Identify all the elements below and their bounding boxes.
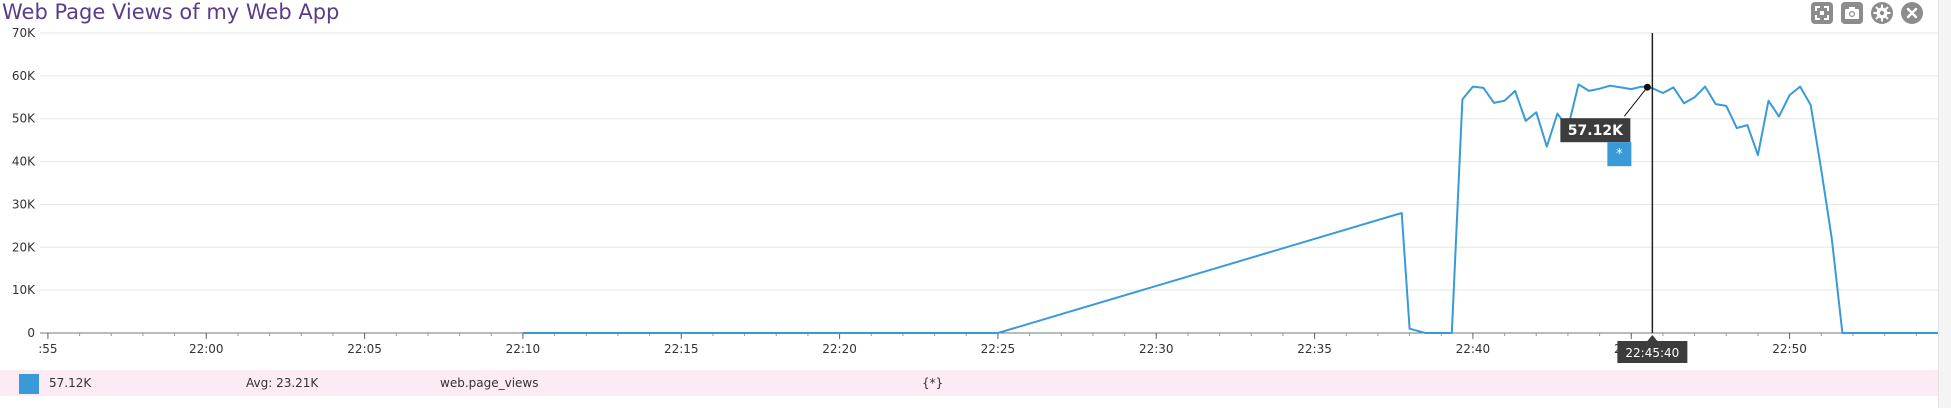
x-tick-label: 22:10: [506, 342, 541, 356]
x-tick-label: 22:30: [1139, 342, 1174, 356]
hover-connector: [1623, 86, 1648, 117]
expand-icon[interactable]: [1811, 2, 1833, 24]
hover-layer: 57.12K * 22:45:40: [1560, 33, 1688, 363]
x-tick-label: 22:40: [1456, 342, 1491, 356]
hover-value-box: [1560, 118, 1631, 143]
hover-time-box: [1617, 341, 1688, 363]
hover-marker-label: *: [1616, 147, 1623, 162]
x-tick-label: 22:05: [347, 342, 382, 356]
legend-metric: web.page_views: [440, 376, 539, 390]
x-tick-label: 22:35: [1297, 342, 1332, 356]
series-line: [522, 83, 1940, 334]
legend-swatch: [19, 374, 39, 394]
hover-time-pointer: [1647, 335, 1658, 341]
x-axis: :55 22:00 22:05 22:10 22:15 22:20 22:25 22:30 22…: [38, 333, 1917, 356]
legend-value: 57.12K: [49, 376, 92, 390]
hover-time-label: 22:45:40: [1625, 346, 1679, 360]
line-chart: 0 10K 20K 30K 40K 50K 60K 70K :55 22:00 22:05 22:1…: [12, 26, 1940, 363]
y-tick-label: 40K: [12, 155, 36, 169]
y-tick-label: 50K: [12, 112, 36, 126]
x-tick-label: 22:25: [981, 342, 1016, 356]
chart-title: Web Page Views of my Web App: [2, 0, 340, 24]
y-tick-label: 30K: [12, 197, 36, 211]
legend-row[interactable]: 57.12K Avg: 23.21K web.page_views {*}: [0, 370, 1951, 396]
camera-icon[interactable]: [1841, 2, 1863, 24]
x-tick-label: :55: [38, 342, 57, 356]
legend-scope: {*}: [922, 376, 944, 390]
y-tick-label: 70K: [12, 26, 36, 40]
x-tick-label: 22:15: [664, 342, 699, 356]
chart-toolbar: [1811, 2, 1923, 24]
y-tick-label: 20K: [12, 240, 36, 254]
y-tick-label: 60K: [12, 69, 36, 83]
grid-layer: [40, 32, 1940, 334]
gear-icon[interactable]: [1871, 2, 1893, 24]
series-layer: [522, 83, 1940, 334]
y-axis: 0 10K 20K 30K 40K 50K 60K 70K: [12, 26, 36, 340]
hover-value-label: 57.12K: [1568, 123, 1624, 139]
scrollbar[interactable]: [1938, 0, 1951, 408]
y-tick-label: 10K: [12, 283, 36, 297]
legend-avg: Avg: 23.21K: [246, 376, 319, 390]
x-tick-label: 22:00: [189, 342, 224, 356]
x-tick-label: 22:20: [822, 342, 857, 356]
close-icon[interactable]: [1901, 2, 1923, 24]
y-tick-label: 0: [27, 326, 35, 340]
hover-marker: [1607, 142, 1632, 167]
x-tick-label: 22:50: [1772, 342, 1807, 356]
